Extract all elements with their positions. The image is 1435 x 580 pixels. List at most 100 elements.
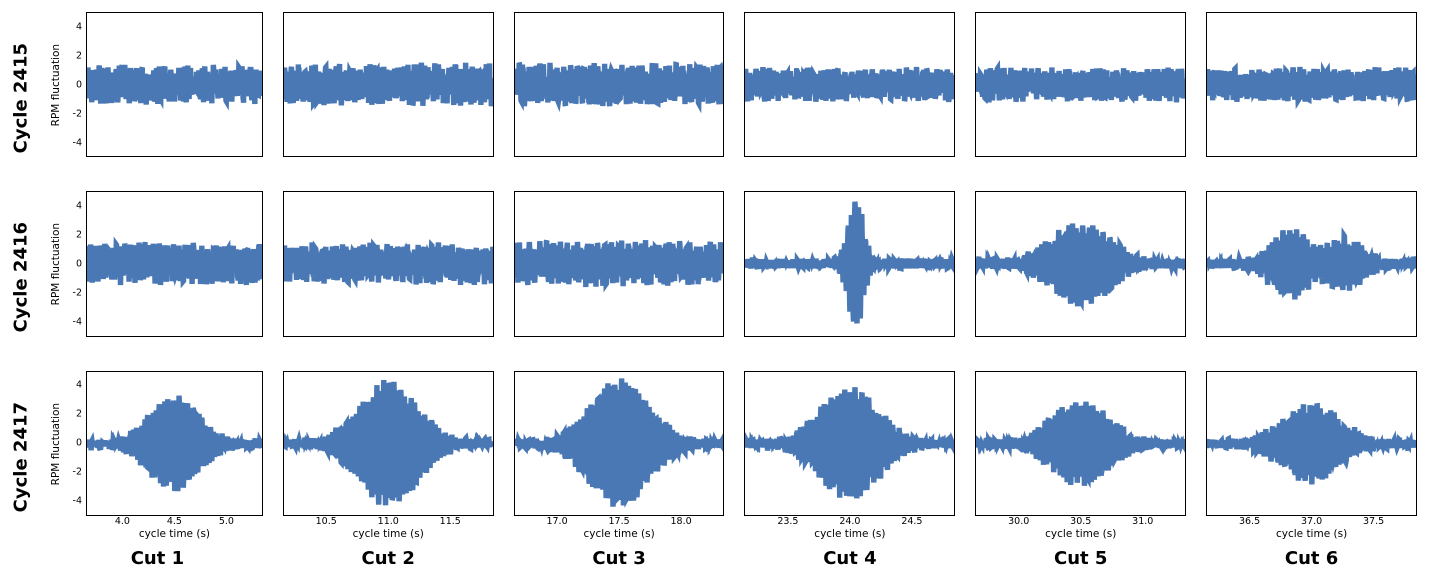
ytick: 2	[76, 229, 82, 240]
subplot-r1-c0: RPM fluctuation-4-2024	[42, 187, 273, 366]
subplot-r1-c1	[273, 187, 504, 366]
plot-area	[975, 191, 1186, 336]
subplot-r0-c3	[734, 8, 965, 187]
subplot-r1-c5	[1196, 187, 1427, 366]
signal-path	[284, 380, 493, 505]
ytick: 4	[76, 380, 82, 391]
plot-area	[975, 12, 1186, 157]
ylabel: RPM fluctuation	[48, 371, 64, 516]
row-label-2: Cycle 2417	[0, 367, 42, 546]
xtick: 24.0	[839, 516, 860, 527]
plot-area	[514, 191, 725, 336]
xlabel: cycle time (s)	[975, 528, 1186, 542]
xtick: 4.5	[167, 516, 182, 527]
signal-svg	[87, 372, 262, 515]
panel	[740, 12, 959, 183]
xtick: 11.0	[378, 516, 399, 527]
signal-svg	[976, 13, 1185, 156]
signal-path	[976, 224, 1185, 307]
xticks: 17.0 17.5 18.0	[514, 516, 725, 528]
col-label-1: Cut 2	[273, 546, 504, 580]
panel	[1202, 191, 1421, 362]
plot-area	[514, 12, 725, 157]
subplot-r1-c3	[734, 187, 965, 366]
plot-area	[744, 12, 955, 157]
signal-path	[515, 240, 724, 287]
xtick: 17.5	[608, 516, 629, 527]
col-label-4: Cut 5	[965, 546, 1196, 580]
plot-area	[744, 371, 955, 516]
signal-svg	[976, 372, 1185, 515]
plot-area	[283, 371, 494, 516]
plot-area	[283, 191, 494, 336]
ytick: 0	[76, 79, 82, 90]
signal-svg	[745, 192, 954, 335]
xtick: 30.5	[1070, 516, 1091, 527]
plot-area	[1206, 371, 1417, 516]
plot-area	[86, 191, 263, 336]
yticks: -4-2024	[64, 191, 86, 336]
panel	[279, 12, 498, 183]
subplot-r0-c0: RPM fluctuation-4-2024	[42, 8, 273, 187]
xtick: 10.5	[316, 516, 337, 527]
xtick: 36.5	[1239, 516, 1260, 527]
subplot-r0-c5	[1196, 8, 1427, 187]
subplot-r2-c1: 10.5 11.0 11.5cycle time (s)	[273, 367, 504, 546]
signal-path	[87, 395, 262, 491]
xtick: 17.0	[546, 516, 567, 527]
plot-area	[86, 371, 263, 516]
corner-spacer	[0, 546, 42, 580]
subplot-r2-c2: 17.017.518.0cycle time (s)	[504, 367, 735, 546]
subplot-r1-c2	[504, 187, 735, 366]
panel	[510, 191, 729, 362]
ytick: -4	[73, 317, 82, 328]
panel: 23.524.024.5cycle time (s)	[740, 371, 959, 542]
col-label-0: Cut 1	[42, 546, 273, 580]
panel	[1202, 12, 1421, 183]
signal-svg	[515, 192, 724, 335]
xtick: 31.0	[1132, 516, 1153, 527]
signal-path	[976, 401, 1185, 485]
subplot-r0-c1	[273, 8, 504, 187]
xtick: 18.0	[671, 516, 692, 527]
signal-path	[745, 202, 954, 324]
signal-svg	[284, 372, 493, 515]
panel: 17.017.518.0cycle time (s)	[510, 371, 729, 542]
ytick: -2	[73, 108, 82, 119]
xlabel: cycle time (s)	[283, 528, 494, 542]
panel: 30.0 30.5 31.0cycle time (s)	[971, 371, 1190, 542]
signal-svg	[87, 192, 262, 335]
xtick: 37.0	[1301, 516, 1322, 527]
subplot-r2-c3: 23.524.024.5cycle time (s)	[734, 367, 965, 546]
panel: RPM fluctuation-4-2024	[48, 191, 267, 362]
ytick: 0	[76, 438, 82, 449]
ytick: 4	[76, 21, 82, 32]
plot-area	[86, 12, 263, 157]
signal-path	[1207, 230, 1416, 300]
subplot-grid: Cycle 2415RPM fluctuation-4-2024Cycle 24…	[0, 0, 1435, 580]
xtick: 5.0	[219, 516, 234, 527]
xticks: 4.04.55.0	[86, 516, 263, 528]
subplot-r2-c5: 36.537.037.5cycle time (s)	[1196, 367, 1427, 546]
signal-svg	[1207, 372, 1416, 515]
signal-svg	[515, 372, 724, 515]
signal-path	[515, 378, 724, 506]
signal-path	[1207, 404, 1416, 484]
xlabel: cycle time (s)	[86, 528, 263, 542]
ytick: 0	[76, 258, 82, 269]
col-label-3: Cut 4	[734, 546, 965, 580]
panel	[279, 191, 498, 362]
signal-path	[515, 63, 724, 106]
subplot-r2-c0: RPM fluctuation-4-20244.04.55.0cycle tim…	[42, 367, 273, 546]
signal-svg	[976, 192, 1185, 335]
ytick: -4	[73, 137, 82, 148]
xtick: 11.5	[440, 516, 461, 527]
panel	[971, 12, 1190, 183]
xtick: 30.0	[1008, 516, 1029, 527]
signal-svg	[284, 13, 493, 156]
plot-area	[975, 371, 1186, 516]
signal-svg	[1207, 192, 1416, 335]
xtick: 37.5	[1363, 516, 1384, 527]
panel	[510, 12, 729, 183]
ylabel: RPM fluctuation	[48, 191, 64, 336]
